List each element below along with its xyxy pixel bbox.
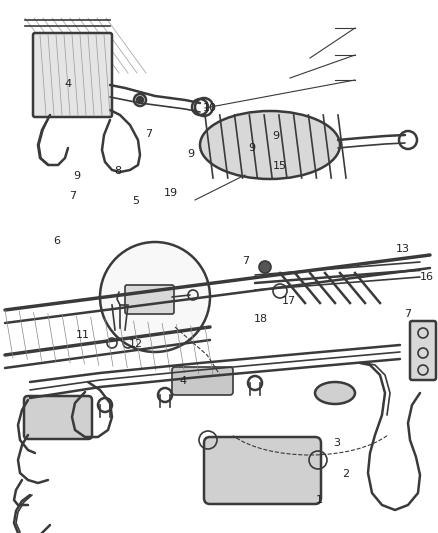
FancyBboxPatch shape [204,437,321,504]
Text: 3: 3 [333,439,340,448]
Text: 9: 9 [248,143,255,153]
FancyBboxPatch shape [125,285,174,314]
Text: 11: 11 [76,330,90,340]
Circle shape [259,261,271,273]
Text: 1: 1 [315,495,322,505]
Text: 12: 12 [129,339,143,349]
FancyBboxPatch shape [172,367,233,395]
FancyBboxPatch shape [24,396,92,439]
Circle shape [137,97,143,103]
Text: 4: 4 [64,79,71,89]
Text: 5: 5 [132,197,139,206]
Text: 15: 15 [273,161,287,171]
Circle shape [100,242,210,352]
Text: 13: 13 [396,245,410,254]
Ellipse shape [315,382,355,404]
Text: 7: 7 [69,191,76,201]
FancyBboxPatch shape [410,321,436,380]
Text: 16: 16 [420,272,434,282]
Text: 9: 9 [187,149,194,158]
Text: 8: 8 [115,166,122,175]
Text: 19: 19 [164,188,178,198]
Ellipse shape [200,111,340,179]
Text: 9: 9 [73,171,80,181]
Text: 2: 2 [342,470,349,479]
Text: 7: 7 [145,130,152,139]
Text: 17: 17 [282,296,296,306]
Text: 7: 7 [242,256,249,266]
Text: 10: 10 [203,103,217,112]
Text: 18: 18 [254,314,268,324]
FancyBboxPatch shape [33,33,112,117]
Text: 4: 4 [180,376,187,386]
Text: 6: 6 [53,236,60,246]
Text: 7: 7 [404,310,411,319]
Text: 9: 9 [272,131,279,141]
